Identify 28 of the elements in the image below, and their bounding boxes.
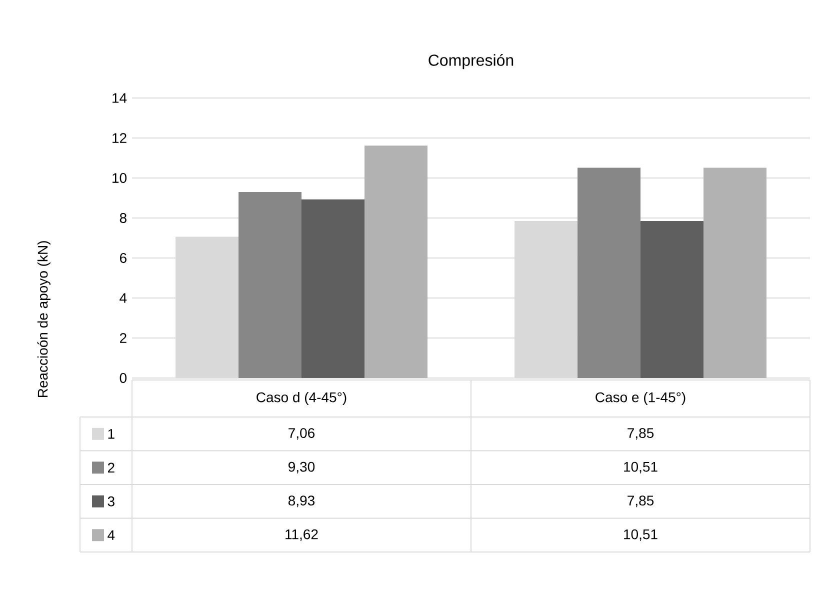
y-tick-label: 14: [112, 93, 127, 103]
bar: [364, 146, 428, 378]
data-label: 10,51: [624, 529, 658, 541]
x-tick-label: Caso d (4-45°): [256, 392, 346, 406]
data-label: 11,62: [286, 529, 318, 541]
y-tick-label: 6: [120, 253, 126, 263]
legend-label: 3: [108, 496, 114, 506]
chart-title: Compresión: [428, 54, 514, 70]
bar: [578, 168, 641, 378]
y-tick-label: 0: [120, 373, 127, 383]
bar: [302, 199, 364, 378]
data-label: 7,06: [288, 428, 315, 440]
x-tick-label: Caso e (1-45°): [596, 392, 686, 406]
data-label: 9,30: [288, 462, 315, 474]
data-label: 7,85: [628, 496, 654, 508]
bar: [238, 192, 302, 378]
bar: [703, 168, 766, 378]
y-tick-label: 4: [120, 293, 127, 303]
y-tick-label: 8: [120, 213, 126, 223]
bar: [640, 220, 704, 378]
y-tick-label: 10: [112, 173, 127, 183]
y-tick-label: 12: [112, 133, 126, 143]
y-tick-label: 2: [120, 333, 126, 343]
legend-label: 1: [108, 429, 114, 439]
data-label: 7,85: [628, 428, 654, 440]
data-label: 10,51: [624, 462, 658, 474]
data-label: 8,93: [288, 496, 315, 508]
y-axis-title: Reaccioón de apoyo (kN): [37, 241, 50, 398]
